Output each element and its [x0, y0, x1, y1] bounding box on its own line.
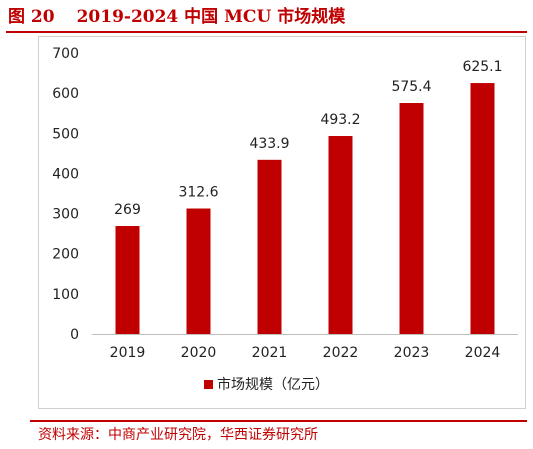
chart-frame: [38, 36, 526, 409]
bar: [257, 159, 282, 334]
data-label: 269: [114, 202, 141, 218]
y-tick-label: 700: [52, 46, 79, 62]
x-tick-label: 2019: [110, 345, 146, 361]
x-tick-label: 2020: [181, 345, 217, 361]
y-tick-label: 600: [52, 86, 79, 102]
legend: 市场规模（亿元）: [0, 374, 533, 394]
x-axis: 2019 2020 2021 2022 2023 2024: [92, 334, 518, 361]
bar: [399, 103, 424, 334]
x-tick-label: 2024: [465, 345, 501, 361]
bar-series: [115, 83, 495, 334]
y-tick-label: 0: [70, 327, 79, 343]
y-tick-label: 100: [52, 287, 79, 303]
x-tick-label: 2023: [394, 345, 430, 361]
y-tick-label: 400: [52, 166, 79, 182]
legend-label: 市场规模（亿元）: [217, 377, 329, 393]
y-tick-label: 200: [52, 247, 79, 263]
bar: [115, 226, 140, 334]
bar: [186, 208, 211, 334]
data-label: 312.6: [178, 185, 218, 201]
data-label: 433.9: [249, 136, 289, 152]
data-label: 575.4: [391, 79, 431, 95]
y-axis: 0 100 200 300 400 500 600 700: [52, 46, 79, 343]
bar: [328, 136, 353, 334]
data-labels: 269 312.6 433.9 493.2 575.4 625.1: [114, 59, 502, 218]
bar: [470, 83, 495, 334]
y-tick-label: 300: [52, 207, 79, 223]
y-tick-label: 500: [52, 126, 79, 142]
title-rule: [6, 31, 527, 33]
footer-rule: [30, 420, 527, 422]
source-note: 资料来源：中商产业研究院，华西证券研究所: [38, 427, 318, 443]
x-tick-label: 2021: [252, 345, 288, 361]
x-tick-label: 2022: [323, 345, 359, 361]
figure-title-text: 2019-2024 中国 MCU 市场规模: [76, 7, 346, 27]
data-label: 493.2: [320, 112, 360, 128]
figure-number: 图 20: [8, 7, 55, 27]
legend-swatch: [204, 379, 213, 389]
data-label: 625.1: [462, 59, 502, 75]
figure-title: 图 20 2019-2024 中国 MCU 市场规模: [8, 4, 345, 30]
